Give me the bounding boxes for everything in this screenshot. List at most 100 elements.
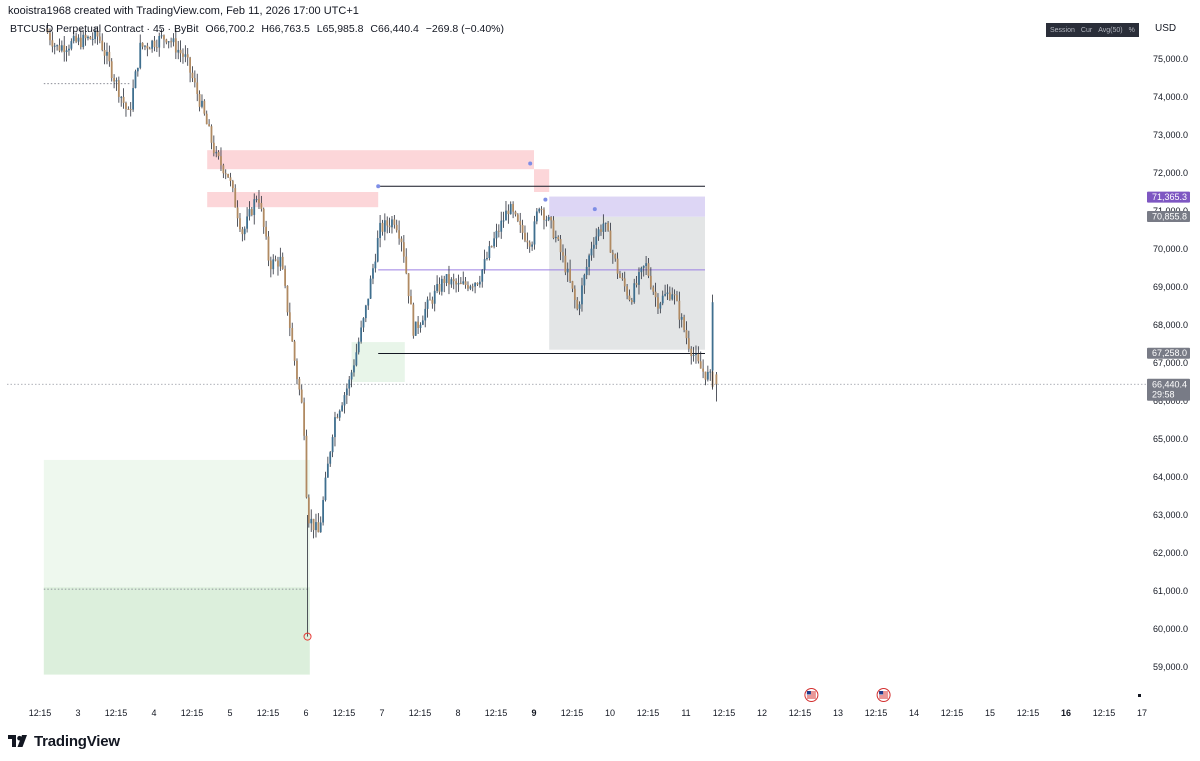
candle-body-170: [450, 279, 453, 285]
price-tag-bg-2: [1147, 347, 1190, 359]
candle-body-214: [554, 236, 557, 239]
demand-zone-4: [43, 459, 310, 588]
candle-body-192: [502, 220, 505, 222]
candle-body-247: [633, 283, 636, 303]
candle-body-155: [414, 321, 417, 336]
candle-body-245: [628, 295, 631, 301]
candle-body-153: [410, 296, 412, 305]
candle-body-6: [60, 45, 63, 51]
candle-body-246: [630, 300, 633, 303]
candle-body-203: [528, 242, 531, 247]
candle-body-190: [497, 230, 500, 232]
candle-body-223: [576, 299, 579, 309]
x-tick-label: 4: [151, 708, 156, 718]
candle-body-95: [272, 259, 275, 270]
x-tick-label: 6: [303, 708, 308, 718]
toolbar-session-button[interactable]: Session: [1050, 26, 1075, 34]
flag-stripe: [879, 695, 889, 697]
x-tick-label: 12:15: [713, 708, 736, 718]
candle-body-51: [167, 41, 170, 43]
x-tick-label: 14: [909, 708, 919, 718]
candle-body-242: [621, 277, 624, 279]
candle-body-39: [139, 42, 142, 68]
candle-body-234: [602, 223, 605, 232]
flag-stripe: [879, 691, 889, 693]
candle-body-273: [695, 353, 697, 355]
candle-body-128: [350, 372, 353, 380]
candle-body-201: [524, 232, 526, 241]
candle-body-38: [136, 67, 139, 72]
candle-body-257: [657, 297, 659, 309]
candle-body-229: [590, 248, 593, 256]
candle-body-268: [683, 317, 685, 330]
candle-body-114: [317, 522, 320, 533]
x-tick-label: 12:15: [485, 708, 508, 718]
candle-body-37: [134, 71, 137, 89]
x-tick-label: 13: [833, 708, 843, 718]
candle-body-49: [163, 35, 165, 40]
candle-body-174: [459, 282, 462, 284]
x-tick-label: 12:15: [789, 708, 812, 718]
candle-body-14: [79, 37, 82, 48]
candle-body-199: [519, 220, 522, 226]
candle-body-93: [267, 236, 270, 261]
candle-body-81: [239, 218, 241, 230]
candle-body-224: [578, 304, 581, 309]
symbol-title[interactable]: BTCUSD Perpetual Contract · 45 · ByBit: [10, 23, 199, 35]
candle-body-30: [117, 80, 120, 97]
price-tag-countdown: 29:58: [1152, 389, 1175, 399]
candle-body-71: [215, 151, 218, 154]
candle-body-119: [329, 452, 332, 464]
candle-body-274: [697, 353, 700, 362]
candle-body-97: [277, 260, 279, 267]
y-tick-label: 64,000.0: [1153, 472, 1188, 482]
candle-body-94: [269, 260, 272, 270]
brand: TradingView: [8, 733, 120, 750]
x-tick-label: 12:15: [409, 708, 432, 718]
candle-body-172: [455, 281, 457, 285]
candle-body-197: [514, 211, 517, 215]
y-tick-label: 67,000.0: [1153, 358, 1188, 368]
candle-body-126: [345, 388, 348, 396]
candle-body-53: [172, 38, 175, 43]
candle-body-186: [488, 246, 491, 259]
x-tick-label: 16: [1061, 708, 1071, 718]
candle-body-76: [227, 174, 229, 178]
candle-body-171: [452, 279, 455, 282]
candle-body-183: [481, 269, 484, 282]
candle-body-44: [151, 40, 153, 49]
candle-body-262: [668, 292, 671, 300]
high-value: H66,763.5: [261, 23, 310, 35]
toolbar-percent-button[interactable]: %: [1128, 26, 1135, 34]
candle-body-206: [535, 211, 538, 222]
currency-label[interactable]: USD: [1155, 23, 1177, 34]
toolbar-cur-button[interactable]: Cur: [1080, 26, 1093, 34]
candle-body-169: [448, 274, 450, 285]
toolbar-avg-button[interactable]: Avg(50): [1098, 26, 1123, 34]
candle-body-103: [291, 328, 294, 342]
candle-body-104: [293, 341, 296, 361]
candle-body-80: [236, 207, 239, 219]
candle-body-159: [424, 308, 427, 321]
candle-body-143: [386, 220, 389, 226]
candle-body-17: [87, 36, 89, 39]
x-tick-label: 7: [379, 708, 384, 718]
candle-body-22: [98, 36, 101, 41]
candle-body-157: [419, 324, 422, 328]
y-tick-label: 65,000.0: [1153, 434, 1188, 444]
candle-body-112: [312, 518, 315, 531]
candle-body-11: [72, 35, 75, 42]
flag-canton: [806, 691, 811, 695]
candle-body-9: [68, 48, 70, 51]
demand-zone-5: [43, 587, 310, 675]
y-tick-label: 63,000.0: [1153, 510, 1188, 520]
change-value: −269.8 (−0.40%): [425, 23, 505, 35]
open-value: O66,700.2: [205, 23, 255, 35]
candle-body-87: [253, 199, 256, 215]
candle-body-220: [569, 268, 571, 282]
candle-body-27: [110, 61, 113, 78]
candle-body-227: [585, 266, 588, 275]
candle-body-135: [367, 298, 370, 306]
candle-body-100: [284, 268, 286, 286]
